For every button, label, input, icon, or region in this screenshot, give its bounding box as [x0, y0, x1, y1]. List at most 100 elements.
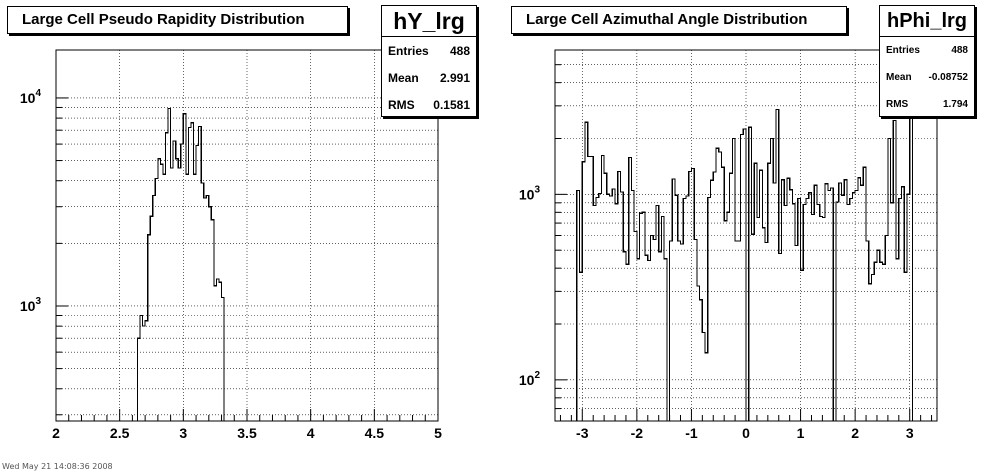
footer-timestamp: Wed May 21 14:08:36 2008 — [2, 462, 113, 471]
right-histogram-bin — [675, 195, 678, 421]
right-histogram-bin — [629, 157, 632, 421]
right-histogram-bin — [861, 185, 864, 421]
right-histogram-bin — [601, 155, 604, 421]
left-histogram-bin — [145, 321, 148, 421]
right-histogram-bin — [907, 194, 910, 421]
right-histogram-bin — [612, 189, 615, 421]
left-histogram-bin — [178, 168, 181, 421]
left-x-tick-label: 2 — [52, 425, 60, 441]
right-histogram-bin — [847, 205, 850, 421]
right-stats-rms-value: 1.794 — [942, 99, 968, 110]
left-stats-entries-value: 488 — [449, 43, 470, 58]
right-histogram-bin — [719, 152, 722, 421]
right-histogram-bin — [588, 156, 593, 421]
left-stats-entries-row: Entries 488 — [382, 37, 476, 64]
left-histogram-bin — [186, 174, 189, 421]
right-histogram-bin — [765, 243, 768, 421]
left-histogram-bin — [216, 279, 219, 421]
right-stats-rms-row: RMS 1.794 — [880, 91, 974, 118]
left-y-tick-label: 104 — [20, 88, 42, 106]
right-histogram-bin — [582, 162, 585, 421]
left-x-tick-label: 5 — [434, 425, 442, 441]
right-stats-rms-label: RMS — [886, 99, 909, 110]
left-histogram-bin — [173, 141, 176, 421]
right-histogram-bin — [713, 172, 716, 421]
right-histogram-bin — [645, 255, 648, 421]
right-x-tick-label: 1 — [797, 425, 805, 441]
right-histogram-bin — [803, 205, 806, 421]
right-stats-mean-row: Mean -0.08752 — [880, 64, 974, 91]
right-histogram-bin — [795, 245, 798, 421]
right-histogram-bin — [599, 194, 602, 421]
right-histogram-bin — [659, 252, 662, 421]
right-histogram-bin — [749, 127, 752, 421]
right-histogram-bin — [697, 286, 700, 421]
right-stats-entries-row: Entries 488 — [880, 37, 974, 64]
left-stats-mean-label: Mean — [388, 70, 419, 85]
right-histogram-bin — [899, 198, 902, 421]
left-stats-rms-row: RMS 0.1581 — [382, 91, 476, 118]
right-histogram-bin — [798, 198, 801, 421]
right-histogram-bin — [776, 109, 779, 421]
right-histogram-bin — [809, 193, 812, 421]
right-histogram-bin — [694, 240, 697, 421]
right-histogram-bin — [683, 198, 686, 421]
right-histogram-bin — [904, 272, 907, 421]
right-histogram-bin — [885, 236, 888, 422]
right-histogram-bin — [735, 241, 738, 421]
right-stats-name: hPhi_lrg — [880, 6, 974, 37]
right-histogram-bin — [631, 190, 634, 421]
left-histogram-bin — [196, 146, 199, 421]
right-histogram-bin — [689, 171, 692, 421]
left-histogram-bin — [155, 179, 158, 421]
left-histogram-bin — [137, 338, 140, 421]
left-histogram-bin — [171, 168, 174, 421]
left-x-tick-label: 4 — [307, 425, 315, 441]
left-histogram-bin — [181, 144, 184, 421]
left-histogram-bin — [211, 220, 214, 421]
right-histogram-bin — [738, 241, 741, 421]
right-histogram-bin — [724, 221, 727, 421]
right-histogram-bin — [642, 212, 645, 421]
right-histogram-bin — [842, 195, 845, 421]
right-histogram-bin — [708, 198, 711, 421]
right-histogram-bin — [678, 241, 681, 421]
right-histogram-bin — [768, 163, 771, 421]
right-histogram-bin — [577, 190, 580, 421]
right-histogram-bin — [822, 218, 825, 421]
right-histogram-bin — [716, 148, 719, 421]
left-hist-title-text: Large Cell Pseudo Rapidity Distribution — [22, 11, 305, 28]
left-plot: 2 2.5 3 3.5 4 4.5 5 103 104 — [20, 49, 442, 441]
right-histogram-bin — [852, 193, 855, 421]
left-histogram-bin — [168, 108, 171, 421]
right-histogram-bin — [700, 300, 703, 421]
left-histogram-bin — [206, 195, 209, 421]
right-histogram-bin — [877, 250, 880, 421]
left-stats-mean-row: Mean 2.991 — [382, 64, 476, 91]
right-histogram-bin — [648, 260, 651, 421]
right-histogram-bin — [779, 253, 782, 421]
right-histogram-bin — [670, 241, 673, 421]
right-stats-box: hPhi_lrg Entries 488 Mean -0.08752 RMS 1… — [879, 5, 975, 117]
left-histogram-bin — [153, 195, 156, 421]
left-stats-mean-value: 2.991 — [439, 70, 470, 85]
left-histogram-bin — [214, 286, 217, 421]
left-histogram-bin — [194, 174, 197, 421]
left-histogram-bin — [183, 114, 186, 421]
right-stats-mean-label: Mean — [886, 72, 912, 83]
left-histogram-bin — [199, 126, 202, 421]
left-histogram-bin — [158, 159, 161, 421]
right-histogram-bin — [836, 202, 839, 421]
right-stats-entries-value: 488 — [951, 45, 968, 56]
right-histogram-bin — [732, 139, 735, 421]
right-histogram-bin — [743, 129, 746, 421]
left-stats-name: hY_lrg — [382, 6, 476, 37]
right-histogram-bin — [825, 184, 828, 421]
right-histogram-bin — [902, 187, 905, 421]
right-histogram-bin — [891, 203, 894, 421]
left-histogram-bin — [150, 216, 153, 421]
right-histogram-bin — [691, 168, 694, 421]
right-x-tick-label: -1 — [685, 425, 698, 441]
right-histogram-bin — [672, 179, 675, 421]
